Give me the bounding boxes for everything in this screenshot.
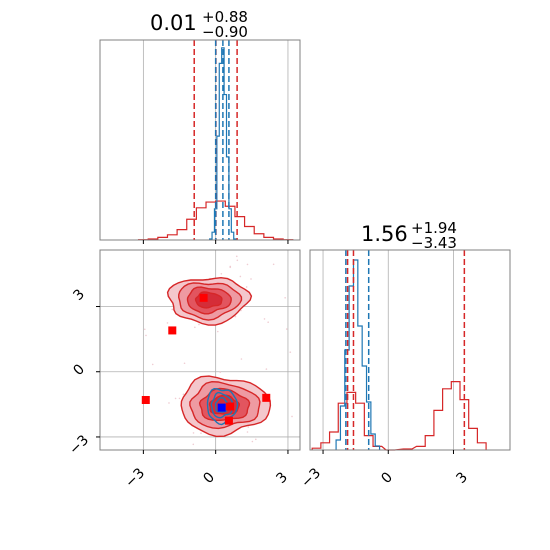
joint-sample-point — [229, 454, 231, 456]
param2-title: 1.56 — [361, 222, 408, 246]
joint-sample-point — [246, 263, 249, 266]
joint-sample-point — [291, 415, 293, 418]
param1-title-sub: −0.90 — [202, 23, 248, 41]
joint-sample-point — [251, 440, 254, 443]
m2-blue-histogram — [335, 259, 381, 450]
marginal-param2-panel — [309, 249, 511, 454]
m1-red-histogram — [137, 200, 294, 241]
joint-panel — [96, 235, 341, 456]
joint-xtick-label-0: 0 — [200, 469, 218, 487]
joint-red-marker-1 — [168, 326, 177, 335]
joint-sample-point — [285, 328, 288, 330]
param2-title-main: 1.56 — [361, 222, 408, 246]
joint-sample-point — [145, 334, 147, 337]
joint-sample-point — [198, 323, 200, 326]
joint-sample-point — [190, 235, 192, 237]
joint-sample-point — [236, 259, 239, 262]
joint-xtick-label-3: 3 — [273, 469, 291, 487]
m2-frame — [309, 249, 511, 451]
marginal-param1-panel — [99, 39, 301, 244]
joint-sample-point — [263, 318, 266, 320]
joint-red-marker-5 — [224, 416, 233, 425]
param2-title-sup: +1.94 — [411, 219, 457, 237]
joint-sample-point — [245, 286, 248, 288]
joint-blue-marker — [217, 403, 226, 412]
joint-sample-point — [254, 438, 257, 441]
m2-xtick-label-3: 3 — [453, 469, 471, 487]
joint-sample-point — [178, 397, 181, 400]
joint-red-marker-4 — [226, 402, 235, 411]
joint-red-marker-0 — [199, 293, 208, 302]
joint-sample-point — [166, 322, 169, 324]
joint-sample-point — [174, 397, 177, 400]
joint-sample-point — [240, 309, 242, 312]
joint-sample-point — [220, 273, 223, 275]
joint-sample-point — [229, 265, 232, 268]
joint-sample-point — [192, 443, 195, 446]
joint-sample-point — [317, 372, 319, 374]
joint-sample-point — [143, 328, 146, 331]
joint-sample-point — [219, 371, 222, 373]
joint-sample-point — [272, 263, 275, 266]
joint-ytick-label-0: 0 — [70, 361, 88, 379]
joint-sample-point — [250, 278, 252, 280]
joint-sample-point — [194, 326, 196, 329]
m2-xtick-label-neg3: −3 — [298, 465, 324, 491]
joint-blue-contour-2 — [214, 396, 229, 413]
joint-sample-point — [265, 368, 268, 370]
m1-frame — [99, 39, 301, 241]
param1-title-sup: +0.88 — [202, 8, 248, 26]
joint-red-marker-3 — [262, 393, 271, 402]
joint-sample-point — [267, 321, 269, 324]
joint-ytick-label-3: 3 — [70, 286, 88, 304]
joint-frame — [99, 249, 301, 451]
joint-sample-point — [168, 402, 170, 404]
param2-title-sub: −3.43 — [411, 234, 457, 252]
joint-sample-point — [284, 296, 286, 299]
param1-title-main: 0.01 — [150, 11, 197, 35]
joint-plot-area — [100, 235, 341, 456]
joint-sample-point — [239, 275, 242, 278]
param1-title: 0.01 — [150, 11, 197, 35]
joint-sample-point — [216, 330, 219, 333]
joint-sample-point — [234, 315, 237, 318]
m2-xtick-label-0: 0 — [378, 469, 396, 487]
joint-sample-point — [339, 292, 341, 294]
joint-sample-point — [247, 426, 250, 428]
joint-sample-point — [192, 432, 195, 434]
joint-sample-point — [240, 358, 243, 360]
joint-sample-point — [235, 255, 238, 258]
joint-red-marker-2 — [141, 396, 150, 404]
joint-sample-point — [183, 362, 186, 365]
joint-sample-point — [182, 393, 185, 396]
joint-sample-point — [289, 351, 292, 353]
m2-red-histogram — [311, 381, 487, 451]
m1-blue-histogram — [209, 47, 237, 240]
joint-sample-point — [246, 431, 249, 433]
joint-blue-contour-1 — [210, 391, 234, 419]
joint-ytick-label-neg3: −3 — [66, 432, 92, 458]
joint-sample-point — [200, 432, 202, 434]
joint-sample-point — [151, 363, 154, 366]
joint-xtick-label-neg3: −3 — [122, 465, 148, 491]
